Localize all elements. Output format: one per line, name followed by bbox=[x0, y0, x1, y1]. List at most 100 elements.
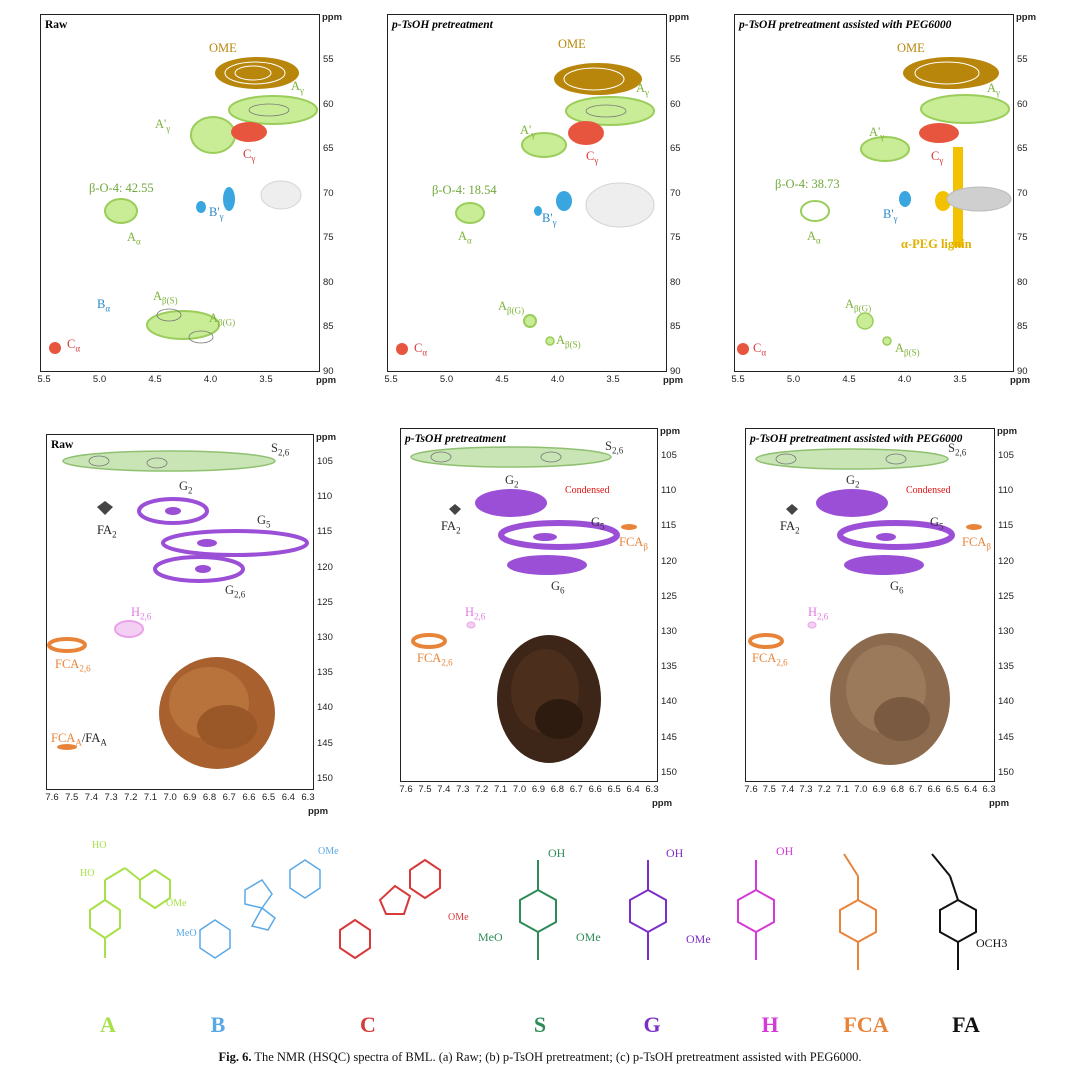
b-prime-gamma-contour bbox=[899, 191, 911, 207]
a-gamma-label: Aγ bbox=[291, 79, 305, 96]
y-tick-label: 80 bbox=[1017, 276, 1028, 288]
structure-s bbox=[519, 860, 557, 960]
x-tick-label: 7.1 bbox=[494, 784, 508, 795]
struct-g-ome: OMe bbox=[686, 932, 711, 946]
fa2-contour bbox=[449, 504, 461, 515]
ome-label: OME bbox=[897, 41, 925, 55]
y-tick-label: 105 bbox=[317, 456, 333, 467]
a-prime-gamma-label: A'γ bbox=[869, 125, 885, 142]
hsqc-panel-top-raw: Raw OME Aγ A'γ Cγ β-O-4: 42.55 B'γ Aα Bα… bbox=[40, 14, 320, 372]
fca-beta-contour bbox=[966, 524, 982, 530]
x-axis-unit: ppm bbox=[308, 806, 329, 817]
x-tick-label: 6.7 bbox=[909, 784, 923, 795]
a-beta-s-label: Aβ(S) bbox=[556, 333, 581, 350]
g2-label: G2 bbox=[505, 473, 519, 490]
y-tick-label: 125 bbox=[998, 590, 1014, 602]
structure-label-fa: FA bbox=[952, 1012, 980, 1037]
hsqc-panel-top-peg: p-TsOH pretreatment assisted with PEG600… bbox=[734, 14, 1014, 372]
fca26-label: FCA2,6 bbox=[752, 651, 788, 668]
a-alpha-label: Aα bbox=[127, 230, 141, 247]
x-tick-label: 6.3 bbox=[301, 792, 315, 803]
fca-beta-label: FCAβ bbox=[962, 535, 991, 552]
y-tick-label: 110 bbox=[661, 485, 677, 497]
struct-b-ome: OMe bbox=[318, 846, 339, 857]
y-tick-label: 150 bbox=[317, 772, 333, 784]
a-gamma-contour bbox=[228, 95, 318, 125]
y-tick-label: 80 bbox=[670, 276, 681, 288]
struct-s-meo: MeO bbox=[478, 930, 503, 944]
x-tick-label: 6.3 bbox=[645, 784, 659, 795]
panel-title: Raw bbox=[51, 439, 74, 451]
x-tick-label: 4.5 bbox=[148, 374, 162, 385]
b-alpha-label: Bα bbox=[97, 297, 111, 314]
x-tick-label: 6.5 bbox=[945, 784, 959, 795]
a-gamma-contour bbox=[565, 96, 655, 126]
fa2-label: FA2 bbox=[780, 519, 800, 536]
g2-label: G2 bbox=[846, 473, 860, 490]
h26-label: H2,6 bbox=[808, 605, 829, 622]
structure-a bbox=[89, 867, 171, 958]
s26-contour bbox=[755, 448, 949, 470]
structure-label-s: S bbox=[533, 1012, 547, 1037]
a-beta-g-label: Aβ(G) bbox=[845, 297, 872, 314]
g5-contour bbox=[161, 529, 309, 557]
x-tick-label: 5.0 bbox=[439, 374, 454, 385]
top-raw-contours bbox=[49, 57, 318, 354]
y-tick-label: 150 bbox=[661, 766, 677, 778]
s26-label: S2,6 bbox=[605, 439, 624, 456]
struct-a-ho-2: HO bbox=[80, 868, 95, 879]
x-tick-label: 7.3 bbox=[104, 792, 118, 803]
a-alpha-label: Aα bbox=[807, 229, 821, 246]
x-tick-label: 3.5 bbox=[953, 374, 967, 385]
hsqc-panel-bottom-ptsoh: p-TsOH pretreatment S2,6 G2 Condensed FA… bbox=[400, 428, 658, 782]
y-tick-label: 105 bbox=[998, 450, 1014, 461]
x-tick-label: 7.3 bbox=[799, 784, 813, 795]
structure-h bbox=[737, 860, 775, 960]
g2-contour bbox=[475, 489, 547, 517]
x-tick-label: 6.4 bbox=[626, 784, 640, 795]
a-prime-gamma-contour bbox=[521, 132, 567, 158]
y-tick-label: 75 bbox=[670, 232, 681, 243]
x-tick-label: 6.7 bbox=[569, 784, 583, 795]
y-tick-label: 120 bbox=[998, 555, 1014, 567]
biomass-photo-peg bbox=[830, 633, 950, 765]
fca26-contour bbox=[748, 633, 784, 649]
c-alpha-contour bbox=[396, 343, 408, 355]
a-prime-gamma-label: A'γ bbox=[155, 117, 171, 134]
y-axis-unit: ppm bbox=[1016, 12, 1037, 23]
panel-title: Raw bbox=[45, 19, 68, 31]
y-tick-label: 130 bbox=[661, 626, 677, 637]
x-tick-label: 7.0 bbox=[512, 784, 527, 795]
x-tick-label: 4.0 bbox=[897, 374, 912, 385]
c-alpha-label: Cα bbox=[414, 341, 428, 358]
struct-s-oh: OH bbox=[548, 846, 566, 860]
bottom-ptsoh-contours bbox=[410, 446, 637, 763]
structure-g bbox=[629, 860, 667, 960]
y-tick-label: 55 bbox=[323, 54, 334, 65]
y-tick-label: 140 bbox=[661, 696, 677, 708]
y-tick-label: 125 bbox=[661, 590, 677, 602]
fca-beta-contour bbox=[621, 524, 637, 530]
y-tick-label: 80 bbox=[323, 276, 334, 288]
y-tick-label: 145 bbox=[661, 731, 677, 743]
biomass-photo-ptsoh bbox=[497, 635, 601, 763]
g5-label: G5 bbox=[591, 515, 605, 532]
x-tick-label: 7.5 bbox=[418, 784, 432, 795]
fca26-label: FCA2,6 bbox=[417, 651, 453, 668]
a-beta-contour bbox=[146, 310, 220, 340]
structure-label-a: A bbox=[100, 1012, 116, 1037]
c-alpha-contour bbox=[737, 343, 749, 355]
y-tick-label: 60 bbox=[323, 98, 334, 110]
x-tick-label: 5.5 bbox=[384, 374, 398, 385]
b-prime-gamma-label: B'γ bbox=[209, 205, 224, 222]
biomass-photo-raw bbox=[159, 657, 275, 769]
beta-o4-label: β-O-4: 38.73 bbox=[775, 177, 840, 191]
y-tick-label: 120 bbox=[317, 561, 333, 573]
x-tick-label: 3.5 bbox=[606, 374, 620, 385]
x-tick-label: 6.6 bbox=[242, 792, 256, 803]
x-tick-label: 6.3 bbox=[982, 784, 996, 795]
structure-fa bbox=[931, 853, 977, 970]
a-alpha-contour bbox=[455, 202, 485, 224]
a-alpha-label: Aα bbox=[458, 229, 472, 246]
bottom-raw-contours bbox=[47, 450, 309, 769]
